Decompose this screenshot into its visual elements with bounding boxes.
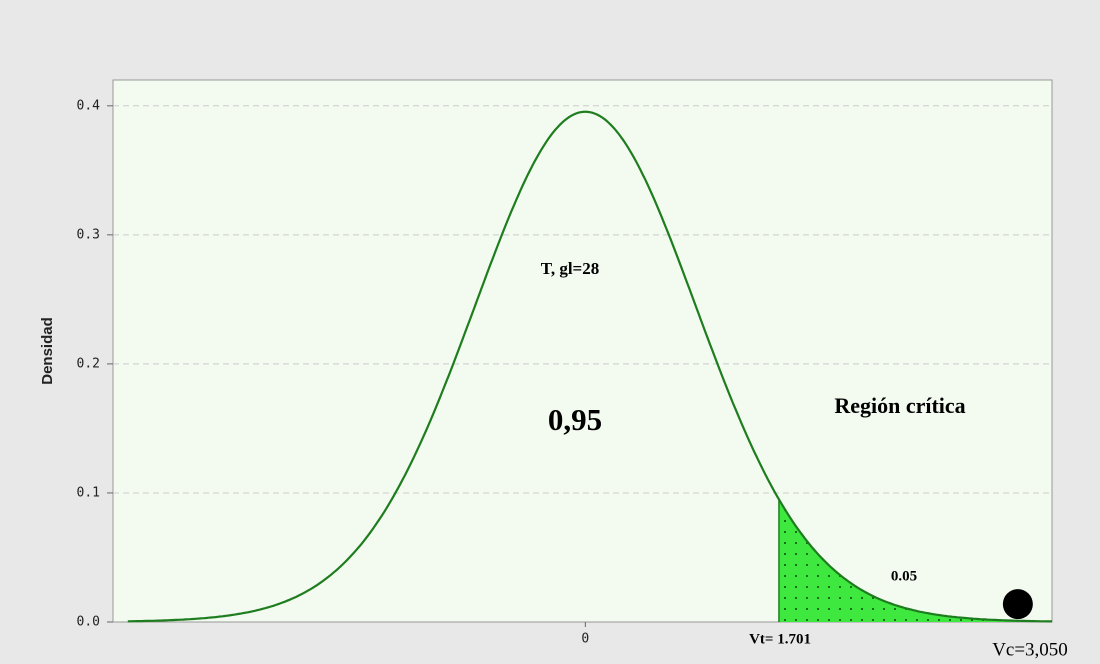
critical-region	[778, 499, 1052, 622]
annotation: Vt= 1.701	[749, 631, 811, 647]
annotation: Vc=3,050	[992, 639, 1068, 660]
annotation: 0,95	[548, 402, 602, 437]
x-tick-label: 0	[581, 632, 589, 647]
y-tick-label: 0.1	[77, 485, 100, 500]
y-axis-label: Densidad	[39, 317, 56, 385]
y-tick-label: 0.2	[77, 356, 100, 371]
y-tick-label: 0.0	[77, 615, 100, 630]
annotation: 0.05	[891, 568, 917, 584]
annotation: Región crítica	[834, 393, 965, 418]
observed-point	[1002, 589, 1033, 620]
y-tick-label: 0.4	[77, 98, 101, 113]
plot-area	[112, 79, 1053, 623]
y-tick-label: 0.3	[77, 227, 100, 242]
annotation: T, gl=28	[541, 259, 600, 278]
density-curve	[127, 110, 1052, 623]
